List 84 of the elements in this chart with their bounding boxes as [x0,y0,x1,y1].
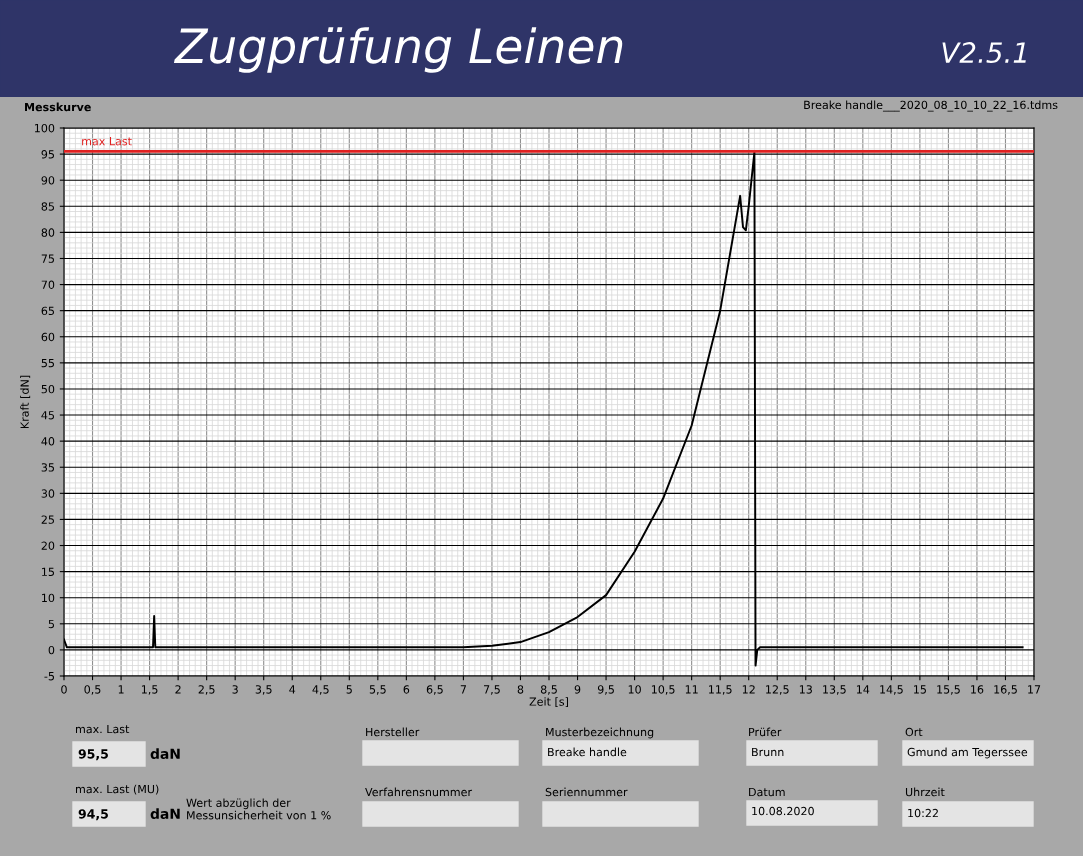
text: Hersteller [366,727,420,737]
x-tick-label: 2,5 [198,685,215,695]
y-tick-label: 10 [42,593,55,603]
y-tick-label: 5 [48,619,54,629]
y-tick-label: 0 [48,645,55,655]
x-tick-label: 7,5 [484,685,500,695]
text: max. Last [76,724,130,734]
x-tick-label: 15 [914,685,926,694]
x-tick-label: 3 [232,685,238,694]
x-tick-label: 2 [175,685,181,694]
y-tick-label: 80 [41,228,55,237]
chart-title: Zugprüfung Leinen [173,27,623,73]
x-tick-label: 3,5 [255,685,272,695]
x-tick-label: 16 [971,685,984,694]
y-axis-title: Kraft [dN] [20,375,31,429]
x-tick-label: 15,5 [937,685,960,695]
text: Verfahrensnummer [365,787,473,797]
x-tick-label: 1,5 [141,685,158,695]
x-tick-label: 12,5 [766,685,789,695]
y-tick-label: 75 [41,254,54,263]
text: Breake handle [548,747,627,757]
x-tick-label: 4,5 [312,685,329,695]
y-tick-label: 25 [41,515,54,524]
x-tick-label: 5,5 [369,685,386,695]
y-tick-label: 85 [41,202,54,211]
y-tick-label: 50 [41,384,55,394]
x-tick-label: 9 [574,685,581,694]
y-tick-label: 60 [41,332,55,342]
text: Gmund am Tegerssee [907,747,1028,759]
text: 95,5 [78,749,108,761]
text: 10.08.2020 [752,806,814,816]
x-tick-label: 5 [346,685,352,694]
text: Prüfer [749,727,782,737]
text: Ort [905,727,923,737]
x-tick-label: 1 [118,685,124,694]
text: daN [150,808,180,820]
x-tick-label: 14 [856,685,870,694]
x-tick-label: 10,5 [651,685,675,695]
y-tick-label: 35 [41,463,54,472]
x-tick-label: 11 [685,685,698,694]
x-tick-label: 10 [628,685,641,694]
y-tick-label: 100 [34,123,55,133]
text: 10:22 [908,808,938,818]
x-tick-label: 4 [289,685,296,694]
text: Brunn [752,747,784,757]
x-tick-label: 9,5 [597,685,614,695]
text: Wert abzüglich der Messunsicherheit von 1 % [186,798,331,820]
y-tick-label: 30 [41,489,55,498]
text: 94,5 [78,809,108,821]
text: Uhrzeit [905,787,945,797]
text: max. Last (MU) [76,784,159,795]
x-tick-label: 14,5 [880,685,903,695]
x-tick-label: 12 [742,685,755,694]
x-tick-label: 8 [517,685,524,694]
x-tick-label: 11,5 [709,685,732,695]
text: Breake handle___2020_08_10_10_22_16.tdms [804,100,1058,112]
ref-line-label: max Last [82,137,132,146]
y-tick-label: 90 [41,176,55,185]
x-tick-label: 6,5 [426,685,443,695]
chart-subtitle: V2.5.1 [942,42,1026,64]
y-tick-label: 70 [41,280,55,289]
y-tick-label: 40 [41,437,55,446]
x-tick-label: 0,5 [84,685,101,695]
text: daN [150,748,180,760]
text: Musterbezeichnung [546,727,654,739]
x-tick-label: 13,5 [823,685,846,695]
x-tick-label: 13 [799,685,812,694]
y-tick-label: 15 [42,567,54,576]
x-tick-label: 0 [61,685,67,694]
y-tick-label: 45 [41,411,54,420]
x-tick-label: 8,5 [540,685,557,695]
text: Messkurve [25,102,91,112]
x-tick-label: 16,5 [994,685,1017,695]
x-tick-label: 17 [1028,685,1041,694]
y-tick-label: 55 [41,358,54,368]
y-tick-label: 20 [41,541,55,550]
text: Seriennummer [545,787,628,797]
y-tick-label: -5 [44,672,54,681]
y-tick-label: 65 [41,306,54,316]
text: Datum [749,787,785,797]
x-axis-title: Zeit [s] [529,697,568,708]
y-tick-label: 95 [41,150,54,159]
x-tick-label: 6 [403,685,410,694]
x-tick-label: 7 [460,685,466,694]
